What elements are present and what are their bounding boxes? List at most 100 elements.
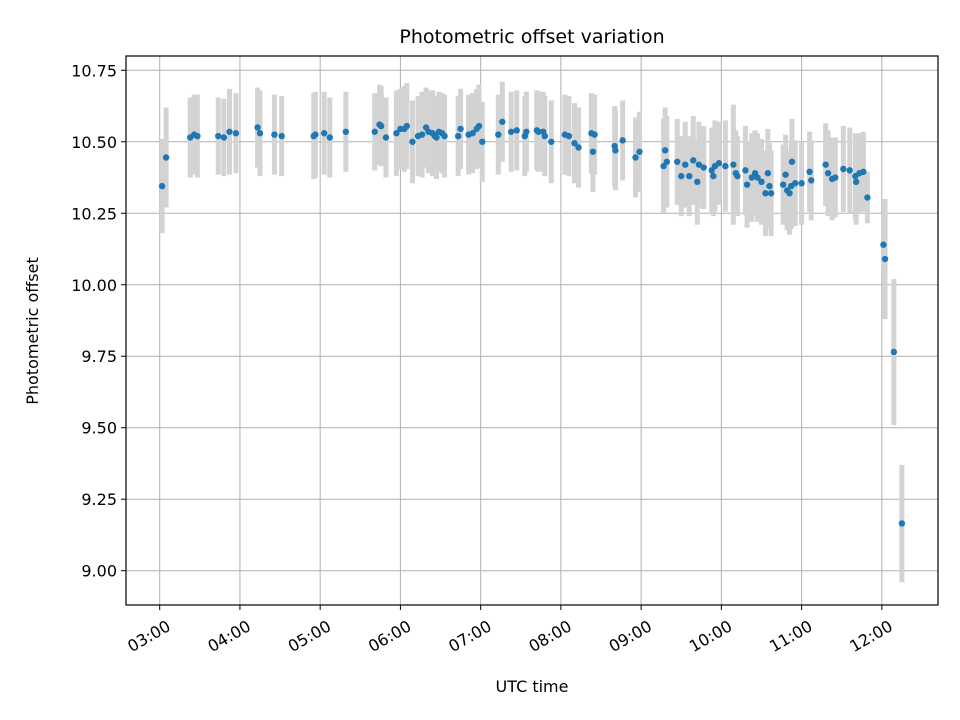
data-point (475, 122, 483, 130)
data-point (661, 147, 669, 154)
y-tick-label: 10.00 (71, 276, 117, 295)
data-point (548, 138, 555, 145)
data-point (700, 164, 707, 171)
data-point (767, 190, 775, 197)
data-point (342, 128, 350, 135)
data-point (220, 134, 228, 141)
data-point (377, 122, 385, 130)
data-point (798, 180, 805, 187)
data-point (881, 255, 889, 263)
data-point (788, 158, 796, 165)
data-point (860, 168, 867, 176)
data-point (695, 161, 703, 168)
data-point (674, 158, 681, 165)
data-point (808, 177, 815, 184)
data-point (762, 190, 769, 197)
data-point (880, 241, 887, 248)
y-tick-label: 9.25 (81, 490, 117, 509)
data-point (636, 148, 643, 155)
data-point (162, 154, 170, 161)
data-points (158, 118, 906, 527)
data-point (479, 138, 486, 145)
data-point (663, 158, 670, 165)
data-point (791, 180, 799, 187)
data-point (499, 118, 506, 125)
data-point (612, 147, 619, 154)
data-point (730, 161, 737, 168)
data-point (764, 170, 772, 177)
data-point (678, 172, 685, 180)
data-point (457, 125, 464, 133)
y-tick-label: 10.75 (71, 61, 117, 80)
data-point (254, 124, 261, 131)
data-point (591, 131, 598, 138)
data-point (278, 132, 285, 140)
data-point (495, 131, 502, 138)
data-point (194, 132, 201, 140)
data-point (382, 134, 390, 141)
data-point (722, 162, 729, 170)
data-point (403, 122, 411, 130)
data-point (754, 174, 761, 181)
data-point (312, 131, 319, 138)
data-point (158, 182, 166, 190)
data-point (840, 165, 847, 173)
data-point (371, 128, 378, 135)
data-point (232, 130, 240, 137)
data-point (782, 171, 789, 178)
data-point (271, 131, 278, 138)
data-point (824, 170, 832, 177)
data-point (523, 128, 530, 135)
x-axis-label: UTC time (496, 677, 569, 696)
data-point (433, 134, 440, 141)
data-point (226, 128, 233, 135)
data-point (571, 140, 578, 147)
data-point (742, 167, 749, 174)
data-point (715, 160, 723, 167)
data-point (690, 157, 697, 164)
y-tick-label: 10.25 (71, 204, 117, 223)
data-point (535, 128, 542, 135)
data-point (418, 131, 426, 138)
data-point (832, 174, 839, 181)
y-tick-label: 9.50 (81, 419, 117, 438)
data-point (507, 128, 515, 135)
data-point (541, 132, 549, 140)
data-point (890, 348, 898, 356)
y-axis-ticks: 9.00 9.25 9.50 9.75 10.00 10.25 10.50 10.75 (71, 61, 126, 581)
data-point (565, 132, 573, 140)
data-point (409, 138, 416, 145)
data-point (846, 167, 853, 174)
data-point (758, 178, 765, 186)
data-point (393, 130, 400, 137)
data-point (256, 130, 264, 137)
data-point (575, 144, 582, 151)
data-point (441, 132, 448, 140)
data-point (743, 181, 751, 188)
y-tick-label: 9.00 (81, 562, 117, 581)
data-point (513, 127, 520, 134)
data-point (710, 172, 717, 180)
data-point (326, 134, 334, 141)
data-point (779, 181, 787, 188)
data-point (454, 132, 462, 140)
chart-title: Photometric offset variation (399, 26, 664, 48)
data-point (469, 130, 476, 137)
data-point (864, 194, 871, 201)
data-point (852, 178, 860, 186)
data-point (215, 132, 222, 140)
data-point (734, 172, 741, 180)
data-point (632, 154, 639, 161)
plot-area-frame (125, 55, 939, 606)
data-point (806, 168, 813, 176)
data-point (898, 520, 906, 527)
data-point (686, 172, 693, 180)
data-point (694, 178, 701, 186)
data-point (320, 130, 328, 137)
data-point (619, 137, 626, 144)
data-point (822, 161, 829, 168)
data-point (766, 182, 773, 190)
data-point (589, 148, 597, 155)
y-axis-label: Photometric offset (23, 257, 42, 405)
